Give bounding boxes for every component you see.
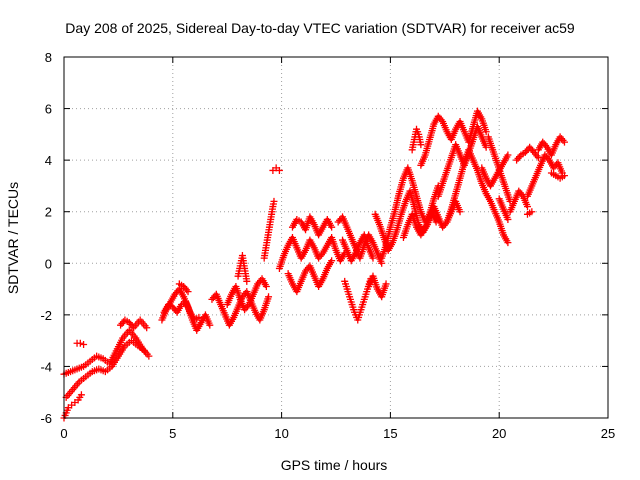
- data-point-plus: [528, 208, 536, 216]
- data-point-plus: [504, 239, 512, 247]
- chart-title: Day 208 of 2025, Sidereal Day-to-day VTE…: [65, 20, 575, 36]
- y-tick-label: 6: [45, 102, 52, 117]
- y-tick-label: 2: [45, 205, 52, 220]
- data-point-plus: [184, 288, 192, 296]
- y-tick-label: 0: [45, 256, 52, 271]
- data-point-plus: [504, 151, 512, 159]
- data-point-plus: [482, 128, 490, 136]
- y-axis-label: SDTVAR / TECUs: [5, 182, 21, 294]
- plot-frame: [63, 56, 609, 419]
- data-point-plus: [145, 352, 153, 360]
- data-point-plus: [270, 197, 278, 205]
- data-point-plus: [195, 313, 203, 321]
- y-tick-label: -4: [40, 359, 52, 374]
- data-point-plus: [432, 218, 440, 226]
- data-markers: [60, 107, 568, 422]
- data-point-plus: [143, 324, 151, 332]
- data-point-plus: [560, 138, 568, 146]
- y-tick-label: 8: [45, 50, 52, 65]
- data-point-plus: [206, 321, 214, 329]
- data-point-plus: [141, 347, 149, 355]
- data-point-plus: [265, 293, 273, 301]
- data-point-plus: [456, 208, 464, 216]
- x-tick-label: 25: [601, 426, 615, 441]
- data-point-plus: [504, 215, 512, 223]
- y-tick-label: -2: [40, 308, 52, 323]
- data-point-plus: [243, 277, 251, 285]
- data-point-plus: [523, 203, 531, 211]
- x-axis-label: GPS time / hours: [281, 457, 388, 473]
- data-point-plus: [328, 223, 336, 231]
- data-point-plus: [262, 282, 270, 290]
- data-point-plus: [80, 341, 88, 349]
- data-point-plus: [76, 339, 84, 347]
- x-tick-label: 5: [169, 426, 176, 441]
- x-tick-label: 10: [274, 426, 288, 441]
- data-point-plus: [275, 166, 283, 174]
- data-point-plus: [328, 257, 336, 265]
- data-point-plus: [417, 141, 425, 149]
- x-tick-label: 0: [60, 426, 67, 441]
- data-point-plus: [77, 391, 85, 399]
- axis-ticks: 0 5 10 15 20 25 -6 -4 -2 0 2 4 6 8: [40, 50, 615, 441]
- data-point-plus: [382, 280, 390, 288]
- grid-lines: [64, 57, 608, 418]
- y-tick-label: 4: [45, 153, 52, 168]
- x-tick-label: 20: [492, 426, 506, 441]
- data-point-plus: [560, 172, 568, 180]
- y-tick-label: -6: [40, 411, 52, 426]
- data-point-plus: [369, 254, 377, 262]
- x-tick-label: 15: [383, 426, 397, 441]
